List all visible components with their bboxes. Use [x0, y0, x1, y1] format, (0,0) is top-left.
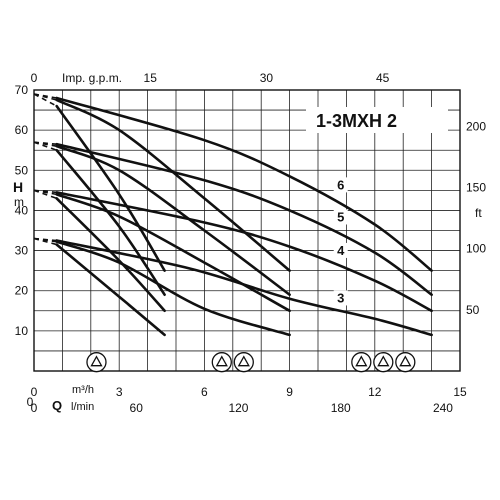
- curve-label-bg: [333, 177, 348, 193]
- curve-label-bg: [333, 290, 348, 306]
- gpm-unit-label: Imp. g.p.m.: [62, 71, 122, 85]
- pump-icon-triangle: [399, 355, 412, 367]
- axis-labels: Imp. g.p.m. H m ft m³/h Q l/min: [13, 71, 482, 413]
- gpm-tick-label: 15: [144, 71, 158, 85]
- performance-curve: [55, 191, 433, 313]
- lmin-unit-label: l/min: [71, 401, 94, 413]
- m3h-tick-label: 9: [286, 385, 293, 399]
- performance-curve: [55, 96, 433, 272]
- curve-extension-dashed: [33, 141, 57, 151]
- performance-curves: [33, 93, 433, 337]
- performance-curve: [55, 239, 433, 337]
- pump-icon: [211, 352, 232, 373]
- model-label-bg: [306, 107, 448, 133]
- curve-extension-dashed: [33, 189, 57, 200]
- lmin-tick-label: 180: [331, 401, 351, 415]
- ft-tick-label: 200: [466, 119, 486, 133]
- curve-label: 5: [337, 209, 344, 224]
- h-tick-label: 50: [15, 163, 29, 177]
- pump-icon: [395, 352, 416, 373]
- m3h-unit-label: m³/h: [72, 384, 94, 396]
- pump-icon-triangle: [377, 355, 390, 367]
- pump-icon: [233, 352, 254, 373]
- gpm-tick-label: 45: [376, 71, 390, 85]
- q-axis-label: Q: [52, 398, 62, 413]
- m3h-tick-label: 3: [116, 385, 123, 399]
- model-label: 1-3MXH 2: [316, 111, 397, 131]
- lmin-tick-label: 120: [228, 401, 248, 415]
- pump-icon: [351, 352, 372, 373]
- performance-curve: [55, 98, 291, 272]
- pump-icon-triangle: [215, 355, 228, 367]
- h-tick-label: 40: [15, 203, 29, 217]
- curve-label-bg: [333, 209, 348, 225]
- m3h-tick-label: 6: [201, 385, 208, 399]
- pump-icon-triangle: [355, 355, 368, 367]
- pump-icon-triangle: [237, 355, 250, 367]
- pump-icon: [373, 352, 394, 373]
- performance-curve: [55, 197, 166, 313]
- performance-curve: [55, 243, 166, 337]
- ft-tick-label: 100: [466, 242, 486, 256]
- h-tick-label: 20: [15, 284, 29, 298]
- pump-icon-triangle: [90, 355, 103, 367]
- curve-label-bg: [333, 242, 348, 258]
- performance-curve: [55, 240, 291, 337]
- m3h-tick-label: 12: [368, 385, 382, 399]
- lmin-tick-label: 0: [31, 401, 38, 415]
- ft-tick-label: 150: [466, 180, 486, 194]
- gpm-tick-label: 0: [31, 71, 38, 85]
- curve-label: 6: [337, 177, 344, 192]
- performance-curve: [55, 104, 166, 272]
- m3h-tick-label: 0: [27, 395, 34, 409]
- m3h-tick-label: 15: [453, 385, 467, 399]
- performance-curve: [55, 144, 291, 296]
- pump-symbols: [86, 352, 416, 373]
- h-tick-label: 70: [15, 83, 29, 97]
- ft-tick-label: 50: [466, 303, 480, 317]
- chart-grid: [34, 90, 460, 371]
- curve-label: 4: [337, 243, 345, 258]
- h-axis-unit: m: [14, 195, 24, 209]
- lmin-tick-label: 240: [433, 401, 453, 415]
- h-axis-label: H: [13, 179, 23, 195]
- performance-curve: [55, 142, 433, 296]
- curve-extension-dashed: [33, 93, 57, 101]
- h-tick-label: 30: [15, 244, 29, 258]
- lmin-tick-label: 60: [130, 401, 144, 415]
- gpm-tick-label: 30: [260, 71, 274, 85]
- performance-curve: [55, 193, 291, 313]
- performance-curve: [55, 148, 166, 296]
- h-tick-label: 10: [15, 324, 29, 338]
- curve-extension-dashed: [33, 93, 58, 107]
- ft-axis-unit: ft: [475, 206, 482, 220]
- pump-icon: [86, 352, 107, 373]
- curve-labels: 3 4 5 6: [333, 177, 348, 306]
- m3h-tick-label: 0: [31, 385, 38, 399]
- h-tick-label: 60: [15, 123, 29, 137]
- curve-extension-dashed: [33, 237, 57, 246]
- curve-label: 3: [337, 290, 344, 305]
